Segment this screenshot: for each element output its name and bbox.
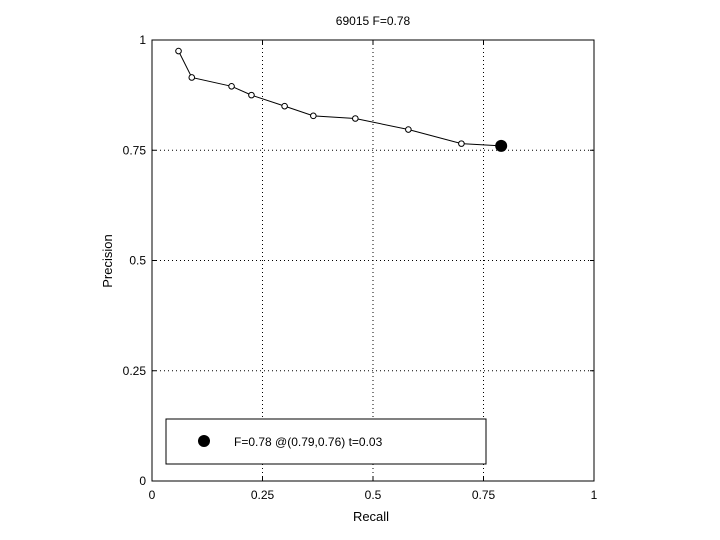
data-point bbox=[175, 47, 182, 55]
y-tick-label: 1 bbox=[139, 33, 146, 47]
grid-lines bbox=[152, 40, 594, 481]
legend: F=0.78 @(0.79,0.76) t=0.03 bbox=[165, 418, 487, 465]
x-tick-label: 0.5 bbox=[365, 488, 382, 502]
series-group bbox=[175, 47, 508, 152]
legend-marker bbox=[198, 435, 210, 447]
data-point bbox=[310, 112, 317, 120]
data-point bbox=[228, 83, 235, 90]
y-tick-label: 0.5 bbox=[129, 254, 146, 268]
y-tick-label: 0.25 bbox=[123, 364, 147, 378]
y-tick-label: 0 bbox=[139, 474, 146, 488]
y-tick-label: 0.75 bbox=[123, 143, 147, 157]
y-axis-label: Precision bbox=[100, 234, 115, 287]
x-tick-label: 1 bbox=[591, 488, 598, 502]
x-tick-label: 0 bbox=[149, 488, 156, 502]
data-point bbox=[281, 102, 288, 110]
data-point bbox=[188, 74, 196, 81]
axis-ticks: 0 0.25 0.5 0.75 1 0 0.25 0.5 0.75 1 bbox=[123, 33, 598, 502]
best-point-marker bbox=[495, 139, 508, 152]
legend-box bbox=[165, 418, 487, 465]
chart-title: 69015 F=0.78 bbox=[336, 14, 411, 28]
data-point bbox=[405, 126, 412, 133]
series-line bbox=[178, 50, 502, 147]
legend-text: F=0.78 @(0.79,0.76) t=0.03 bbox=[234, 435, 383, 449]
data-point bbox=[352, 115, 359, 122]
x-axis-label: Recall bbox=[353, 509, 389, 524]
x-tick-label: 0.75 bbox=[472, 488, 496, 502]
data-point bbox=[248, 91, 255, 99]
data-point bbox=[458, 140, 465, 147]
x-tick-label: 0.25 bbox=[251, 488, 275, 502]
